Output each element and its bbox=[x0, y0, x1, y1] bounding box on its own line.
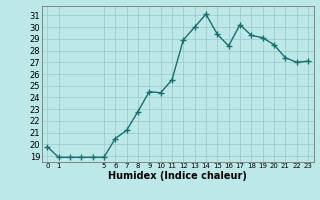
X-axis label: Humidex (Indice chaleur): Humidex (Indice chaleur) bbox=[108, 171, 247, 181]
